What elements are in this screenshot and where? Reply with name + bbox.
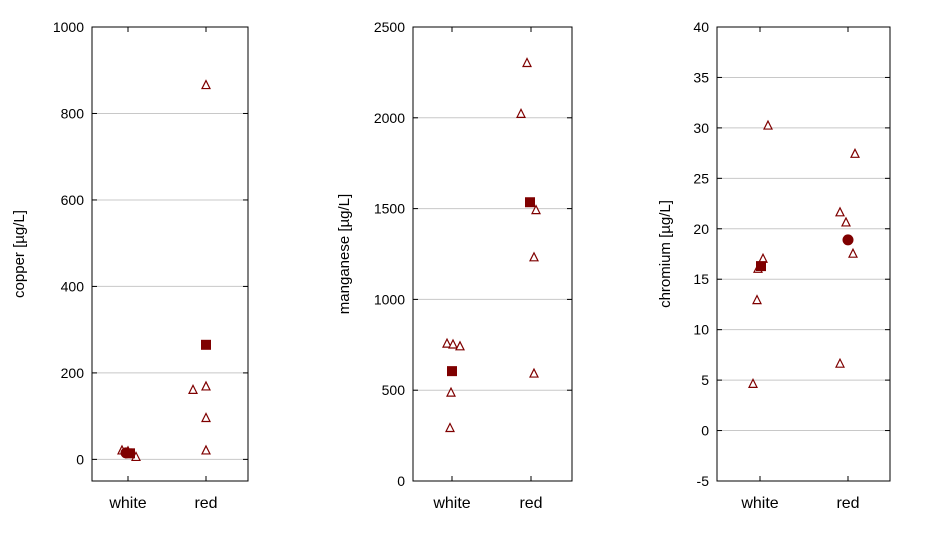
- y-tick-label: 5: [701, 372, 709, 388]
- data-point-triangle: [529, 251, 539, 262]
- data-point-triangle: [848, 247, 858, 258]
- y-tick-label: 35: [693, 69, 709, 85]
- median-marker-circle: [120, 447, 132, 459]
- mean-marker-square: [525, 197, 535, 208]
- y-tick-label: 1000: [374, 291, 405, 307]
- y-tick-label: 30: [693, 120, 709, 136]
- x-category-label: white: [432, 495, 470, 512]
- y-tick-label: 500: [382, 382, 406, 398]
- data-point-triangle: [446, 386, 456, 397]
- data-point-triangle: [201, 412, 211, 423]
- y-tick-label: 20: [693, 221, 709, 237]
- mean-marker-square: [201, 339, 211, 350]
- y-tick-label: 200: [61, 365, 85, 381]
- x-category-label: red: [519, 495, 542, 512]
- data-point-triangle: [201, 444, 211, 455]
- data-point-triangle: [448, 338, 458, 349]
- data-point-triangle: [835, 357, 845, 368]
- x-category-label: red: [194, 495, 217, 512]
- data-point-triangle: [763, 119, 773, 130]
- data-point-triangle: [835, 206, 845, 217]
- x-category-label: white: [740, 495, 778, 512]
- y-axis-title: copper [µg/L]: [11, 210, 28, 298]
- data-point-triangle: [455, 340, 465, 351]
- y-tick-label: 1500: [374, 201, 405, 217]
- data-point-triangle: [758, 252, 768, 263]
- y-tick-label: 40: [693, 19, 709, 35]
- y-tick-label: 400: [61, 278, 85, 294]
- y-tick-label: 0: [76, 451, 84, 467]
- data-point-triangle: [850, 147, 860, 158]
- data-point-triangle: [201, 79, 211, 90]
- data-point-triangle: [442, 337, 452, 348]
- mean-marker-square: [447, 366, 457, 377]
- y-tick-label: -5: [697, 473, 710, 489]
- data-point-triangle: [522, 57, 532, 68]
- data-point-triangle: [531, 204, 541, 215]
- data-point-triangle: [445, 422, 455, 433]
- y-tick-label: 15: [693, 271, 709, 287]
- y-tick-label: 25: [693, 170, 709, 186]
- y-axis-title: chromium [µg/L]: [657, 200, 674, 308]
- y-tick-label: 600: [61, 192, 85, 208]
- plot-frame: [716, 26, 891, 482]
- y-tick-label: 0: [701, 423, 709, 439]
- mean-marker-square: [756, 261, 766, 272]
- x-category-label: red: [836, 495, 859, 512]
- data-point-triangle: [188, 384, 198, 394]
- data-point-triangle: [748, 378, 758, 388]
- data-point-triangle: [529, 367, 539, 378]
- y-tick-label: 800: [61, 105, 85, 121]
- plot-frame: [91, 26, 249, 482]
- median-marker-circle: [842, 234, 854, 246]
- data-point-triangle: [841, 216, 851, 227]
- plot-frame: [412, 26, 573, 482]
- y-tick-label: 10: [693, 322, 709, 338]
- y-tick-label: 2500: [374, 19, 405, 35]
- y-tick-label: 2000: [374, 110, 405, 126]
- x-category-label: white: [108, 495, 146, 512]
- data-point-triangle: [201, 380, 211, 391]
- data-point-triangle: [752, 294, 762, 305]
- data-point-triangle: [516, 108, 526, 118]
- y-tick-label: 0: [397, 473, 405, 489]
- y-tick-label: 1000: [53, 19, 84, 35]
- y-axis-title: manganese [µg/L]: [336, 194, 353, 314]
